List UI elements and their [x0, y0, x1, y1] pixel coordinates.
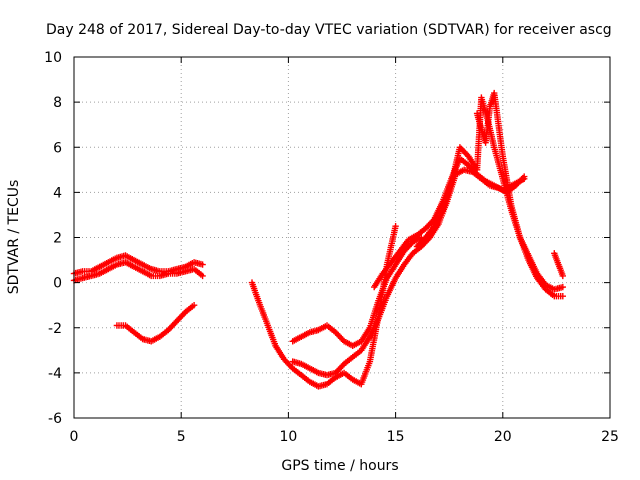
- y-tick-label: 6: [53, 140, 62, 156]
- x-tick-label: 0: [70, 429, 79, 445]
- y-tick-label: -2: [48, 321, 62, 337]
- chart-title: Day 248 of 2017, Sidereal Day-to-day VTE…: [46, 22, 612, 38]
- axis-ticks: 0 5 10 15 20 25 -6 -4 -2 0 2 4 6 8 10: [44, 50, 619, 445]
- plus-markers: [289, 234, 425, 349]
- x-tick-label: 15: [387, 429, 405, 445]
- y-tick-label: 2: [53, 231, 62, 247]
- y-tick-label: 0: [53, 276, 62, 292]
- plus-markers: [113, 302, 198, 345]
- x-tick-label: 10: [279, 429, 297, 445]
- x-tick-label: 5: [177, 429, 186, 445]
- y-tick-label: -4: [48, 366, 62, 382]
- y-axis-label: SDTVAR / TECUs: [6, 180, 22, 295]
- series-track-10: [551, 250, 566, 280]
- plus-markers: [473, 89, 566, 293]
- plus-markers: [289, 166, 528, 379]
- y-tick-label: 10: [44, 50, 62, 66]
- series-track-5: [289, 234, 425, 349]
- series-track-6: [289, 166, 528, 379]
- series-track-9: [473, 89, 566, 293]
- series-track-3: [113, 302, 198, 345]
- y-tick-label: 4: [53, 185, 62, 201]
- x-tick-label: 25: [601, 429, 619, 445]
- y-tick-label: -6: [48, 411, 62, 427]
- plus-markers: [551, 250, 566, 280]
- data-layer: [70, 89, 566, 390]
- x-tick-label: 20: [494, 429, 512, 445]
- y-tick-label: 8: [53, 95, 62, 111]
- x-axis-label: GPS time / hours: [281, 458, 398, 474]
